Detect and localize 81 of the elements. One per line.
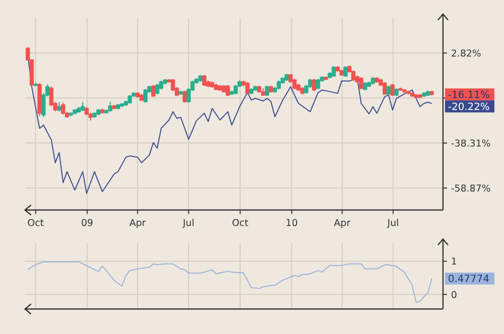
candlestick [366, 81, 372, 88]
candlestick [414, 93, 418, 99]
y-tick-label: -58.87% [451, 184, 491, 195]
candlestick [100, 108, 104, 114]
candlestick [202, 74, 206, 87]
candlestick [80, 101, 85, 112]
candlestick [226, 84, 230, 96]
candlestick [214, 83, 218, 91]
x-tick-label: Jul [386, 218, 399, 229]
candlestick [72, 108, 77, 115]
text: -20.22% [448, 102, 490, 113]
candlestick [264, 85, 270, 96]
candlestick [68, 112, 74, 117]
candlestick [316, 78, 320, 90]
candlestick [390, 83, 395, 96]
candlestick [339, 69, 344, 77]
candlestick [268, 85, 274, 94]
y-tick-label: 2.82% [451, 48, 482, 60]
candlestick [300, 86, 304, 95]
candlestick [234, 84, 238, 95]
candlestick [139, 93, 144, 102]
candlestick [324, 76, 328, 81]
candlestick [108, 101, 112, 112]
candlestick [296, 83, 301, 92]
candlestick [112, 104, 116, 110]
text: 0.47774 [448, 274, 490, 286]
candlestick [249, 88, 254, 95]
text: -16.11% [448, 90, 490, 101]
candlestick [386, 85, 391, 96]
candlestick [359, 76, 364, 90]
x-tick-label: Apr [129, 218, 146, 229]
candlestick [402, 88, 406, 94]
candlestick [76, 106, 81, 114]
candlestick [430, 90, 434, 96]
candlestick [410, 92, 414, 98]
candlestick [128, 94, 132, 104]
candlestick [143, 88, 148, 104]
candlestick [363, 82, 368, 91]
candlestick [343, 66, 348, 78]
candlestick [178, 90, 183, 96]
candlestick [57, 101, 62, 112]
candlestick [116, 104, 120, 110]
candlestick [261, 88, 266, 96]
candlestick [382, 82, 387, 96]
candlestick [34, 82, 38, 87]
candlestick [284, 73, 289, 82]
candlestick [182, 90, 187, 104]
candlestick [37, 82, 42, 117]
x-tick-label: Apr [334, 218, 350, 229]
candlestick [332, 66, 336, 78]
candlestick [151, 84, 156, 98]
candlestick [218, 84, 222, 92]
candlestick [336, 66, 340, 72]
y-tick-label: -38.31% [451, 138, 491, 150]
candlestick [253, 85, 258, 92]
candlestick [374, 76, 379, 84]
candlestick [394, 88, 399, 96]
y-tick-label: 1 [451, 256, 458, 268]
x-tick-label: Oct [232, 218, 249, 229]
candlestick [61, 102, 66, 116]
candlestick [276, 80, 281, 90]
y-tick-label: 0 [451, 290, 458, 301]
candlestick [312, 78, 316, 92]
candlestick [257, 85, 262, 94]
candlestick [418, 93, 422, 99]
candlestick [245, 82, 250, 95]
line-series [27, 261, 432, 303]
candlestick [292, 78, 297, 90]
candlestick [210, 81, 214, 88]
candlestick [406, 90, 410, 95]
candlestick [120, 102, 124, 108]
x-tick-label: 10 [286, 218, 298, 229]
candlestick [136, 92, 140, 98]
x-tick-label: Jul [182, 218, 194, 229]
candlestick [92, 112, 97, 118]
candlestick [155, 83, 160, 95]
x-tick-label: Oct [27, 218, 44, 229]
candlestick [370, 76, 376, 85]
x-tick-label: 09 [81, 218, 94, 229]
candlestick [422, 92, 426, 98]
candlestick [398, 87, 403, 92]
